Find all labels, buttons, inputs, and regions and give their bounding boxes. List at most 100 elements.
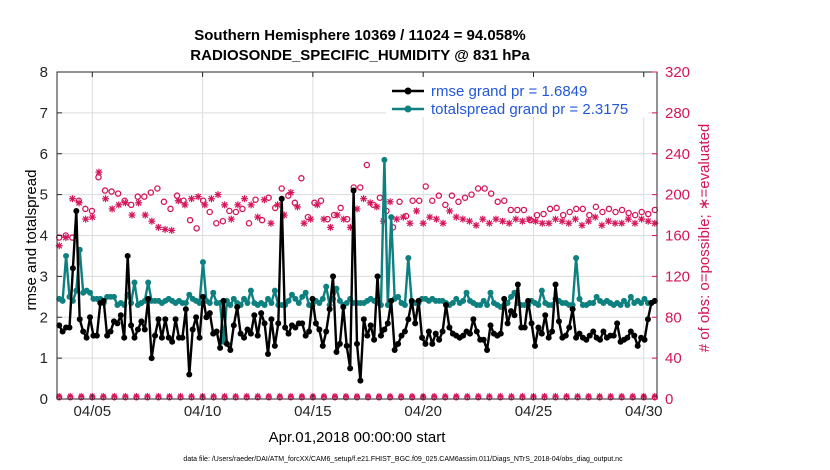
obs-evaluated-stroke-3 — [572, 216, 579, 223]
obs-evaluated-stroke-3 — [69, 195, 76, 202]
rmse-point — [350, 187, 357, 194]
obs-evaluated-zero-point — [331, 392, 338, 399]
obs-evaluated-zero-stroke-3 — [608, 393, 614, 399]
obs-evaluated-zero-point — [596, 392, 603, 399]
totalspread-point — [131, 279, 138, 286]
obs-possible-point — [82, 205, 89, 213]
rmse-point — [124, 252, 131, 259]
obs-evaluated-zero-point — [67, 392, 74, 399]
totalspread-point — [381, 156, 388, 163]
obs-possible-point — [448, 192, 456, 199]
totalspread-point — [508, 293, 515, 300]
obs-evaluated-point — [181, 201, 189, 209]
totalspread-point — [63, 252, 70, 259]
totalspread-point — [323, 283, 330, 290]
obs-evaluated-stroke-3 — [526, 216, 533, 223]
obs-evaluated-zero-stroke-3 — [188, 393, 195, 399]
x-tick-label-4: 04/25 — [515, 403, 553, 420]
obs-evaluated-zero-point — [100, 392, 107, 399]
obs-evaluated-stroke-3 — [446, 207, 453, 214]
obs-evaluated-stroke-3 — [565, 220, 572, 227]
rmse-point — [381, 326, 388, 333]
obs-evaluated-point — [201, 201, 209, 209]
obs-evaluated-zero-point — [166, 392, 173, 399]
y-left-tick-label-7: 7 — [40, 105, 48, 122]
obs-possible-point — [160, 198, 168, 206]
obs-evaluated-zero-point — [563, 392, 570, 399]
totalspread-point — [206, 299, 213, 306]
obs-evaluated-zero-stroke-3 — [552, 393, 559, 399]
obs-evaluated-zero-stroke-3 — [166, 393, 173, 399]
obs-evaluated-point — [532, 217, 540, 225]
y-right-axis-label: # of obs: o=possible; ∗=evaluated — [696, 124, 713, 353]
chart-title-line2: RADIOSONDE_SPECIFIC_HUMIDITY @ 831 hPa — [190, 47, 530, 64]
y-right-tick-label-6: 240 — [665, 146, 690, 163]
rmse-point — [398, 332, 405, 339]
rmse-point — [254, 332, 261, 339]
obs-evaluated-point — [624, 215, 632, 223]
obs-evaluated-stroke-3 — [115, 201, 122, 208]
legend-rmse-label: rmse grand pr = 1.6849 — [431, 83, 587, 100]
rmse-point — [573, 334, 580, 341]
rmse-point — [104, 332, 111, 339]
rmse-point — [275, 320, 282, 327]
obs-evaluated-zero-stroke-3 — [486, 393, 492, 399]
rmse-point — [152, 332, 159, 339]
totalspread-point — [288, 291, 295, 298]
obs-evaluated-point — [313, 201, 321, 209]
rmse-point — [535, 324, 542, 331]
obs-evaluated-point — [631, 219, 639, 227]
obs-evaluated-point — [254, 213, 262, 221]
obs-evaluated-point — [571, 215, 579, 223]
rmse-point — [148, 355, 155, 362]
obs-evaluated-point — [102, 195, 110, 203]
obs-possible-point — [141, 193, 148, 200]
obs-possible-point — [206, 208, 213, 216]
obs-evaluated-zero-point — [210, 392, 217, 399]
obs-possible-point — [474, 185, 482, 192]
y-left-tick-label-0: 0 — [40, 391, 48, 408]
obs-evaluated-point — [62, 234, 70, 242]
obs-evaluated-point — [399, 213, 407, 221]
obs-evaluated-zero-point — [629, 392, 636, 399]
obs-evaluated-zero-stroke-3 — [398, 393, 404, 399]
rmse-point — [371, 336, 378, 343]
rmse-point — [114, 320, 121, 327]
obs-possible-point — [213, 219, 220, 227]
rmse-point — [234, 304, 241, 311]
x-axis-label: Apr.01,2018 00:00:00 start — [269, 429, 447, 446]
totalspread-point — [593, 293, 600, 300]
obs-evaluated-point — [154, 223, 162, 231]
x-tick-label-2: 04/15 — [294, 403, 332, 420]
obs-evaluated-stroke-3 — [492, 216, 499, 223]
obs-evaluated-zero-point — [486, 392, 493, 399]
obs-evaluated-point — [492, 215, 500, 223]
obs-evaluated-zero-stroke-3 — [56, 393, 62, 399]
obs-evaluated-zero-point — [254, 392, 261, 399]
totalspread-point — [210, 289, 217, 296]
obs-possible-point — [232, 208, 240, 216]
totalspread-point — [535, 301, 542, 308]
obs-possible-point — [154, 185, 161, 192]
obs-evaluated-point — [406, 219, 414, 227]
rmse-point — [323, 328, 330, 335]
obs-evaluated-stroke-3 — [598, 222, 605, 229]
rmse-point — [367, 322, 374, 329]
rmse-point — [528, 320, 535, 327]
rmse-point — [220, 297, 227, 304]
rmse-point — [549, 328, 556, 335]
obs-evaluated-zero-stroke-3 — [365, 393, 371, 399]
y-left-tick-label-4: 4 — [40, 228, 48, 245]
rmse-point — [354, 340, 360, 347]
rmse-point — [408, 297, 415, 304]
obs-possible-point — [442, 201, 449, 209]
rmse-point — [460, 332, 467, 339]
rmse-point — [172, 316, 179, 323]
rmse-point — [446, 324, 453, 331]
rmse-point — [425, 328, 432, 335]
rmse-point — [610, 332, 617, 339]
totalspread-point — [388, 214, 395, 221]
obs-possible-point — [507, 206, 515, 214]
obs-evaluated-zero-point — [398, 392, 405, 399]
rmse-point — [384, 320, 391, 327]
